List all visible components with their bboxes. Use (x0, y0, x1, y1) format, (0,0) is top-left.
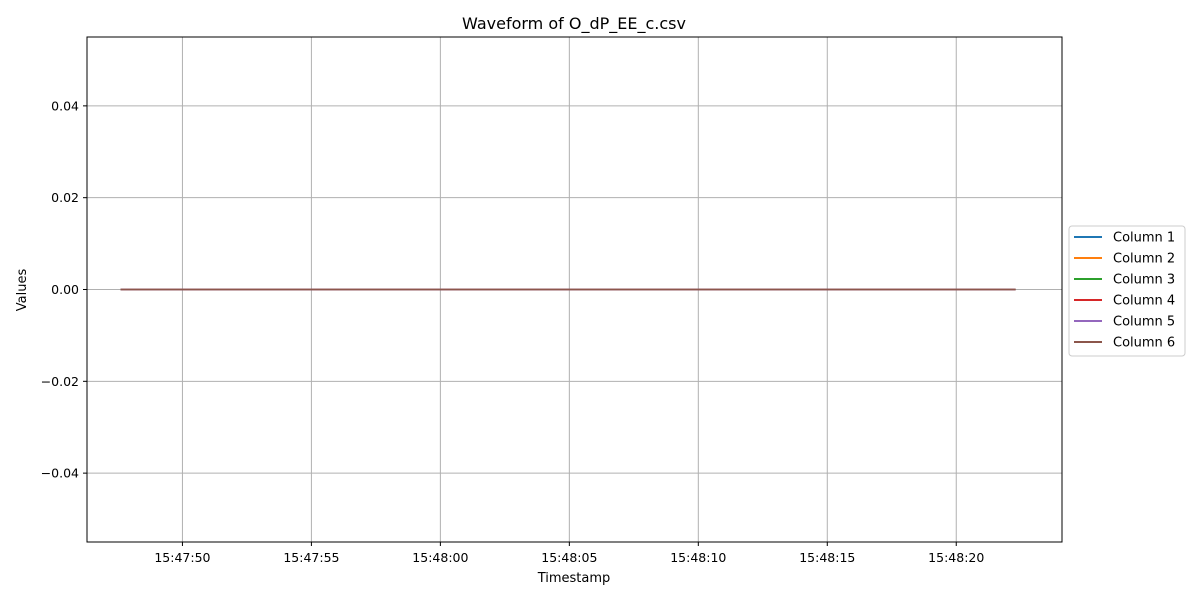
x-axis-ticks: 15:47:50 15:47:55 15:48:00 15:48:05 15:48:10… (154, 542, 984, 565)
legend-entry: Column 1 (1113, 231, 1175, 246)
y-tick-label: −0.04 (41, 466, 79, 481)
legend-entry: Column 2 (1113, 252, 1175, 267)
x-tick-label: 15:47:55 (283, 550, 339, 565)
x-tick-label: 15:47:50 (154, 550, 210, 565)
x-tick-label: 15:48:15 (799, 550, 855, 565)
x-tick-label: 15:48:05 (541, 550, 597, 565)
y-tick-label: 0.04 (51, 98, 79, 113)
y-tick-label: 0.02 (51, 190, 79, 205)
x-tick-label: 15:48:10 (670, 550, 726, 565)
x-tick-label: 15:48:00 (412, 550, 468, 565)
legend-entry: Column 4 (1113, 294, 1175, 309)
legend-entry: Column 5 (1113, 315, 1175, 330)
x-axis-label: Timestamp (537, 571, 611, 586)
legend: Column 1 Column 2 Column 3 Column 4 Column 5… (1068, 225, 1186, 357)
y-axis-ticks: −0.04 −0.02 0.00 0.02 0.04 (41, 98, 87, 481)
x-tick-label: 15:48:20 (928, 550, 984, 565)
legend-entry: Column 3 (1113, 273, 1175, 288)
chart-title: Waveform of O_dP_EE_c.csv (462, 14, 686, 34)
y-tick-label: 0.00 (51, 282, 79, 297)
legend-entry: Column 6 (1113, 336, 1175, 351)
y-axis-label: Values (15, 269, 30, 312)
y-tick-label: −0.02 (41, 374, 79, 389)
